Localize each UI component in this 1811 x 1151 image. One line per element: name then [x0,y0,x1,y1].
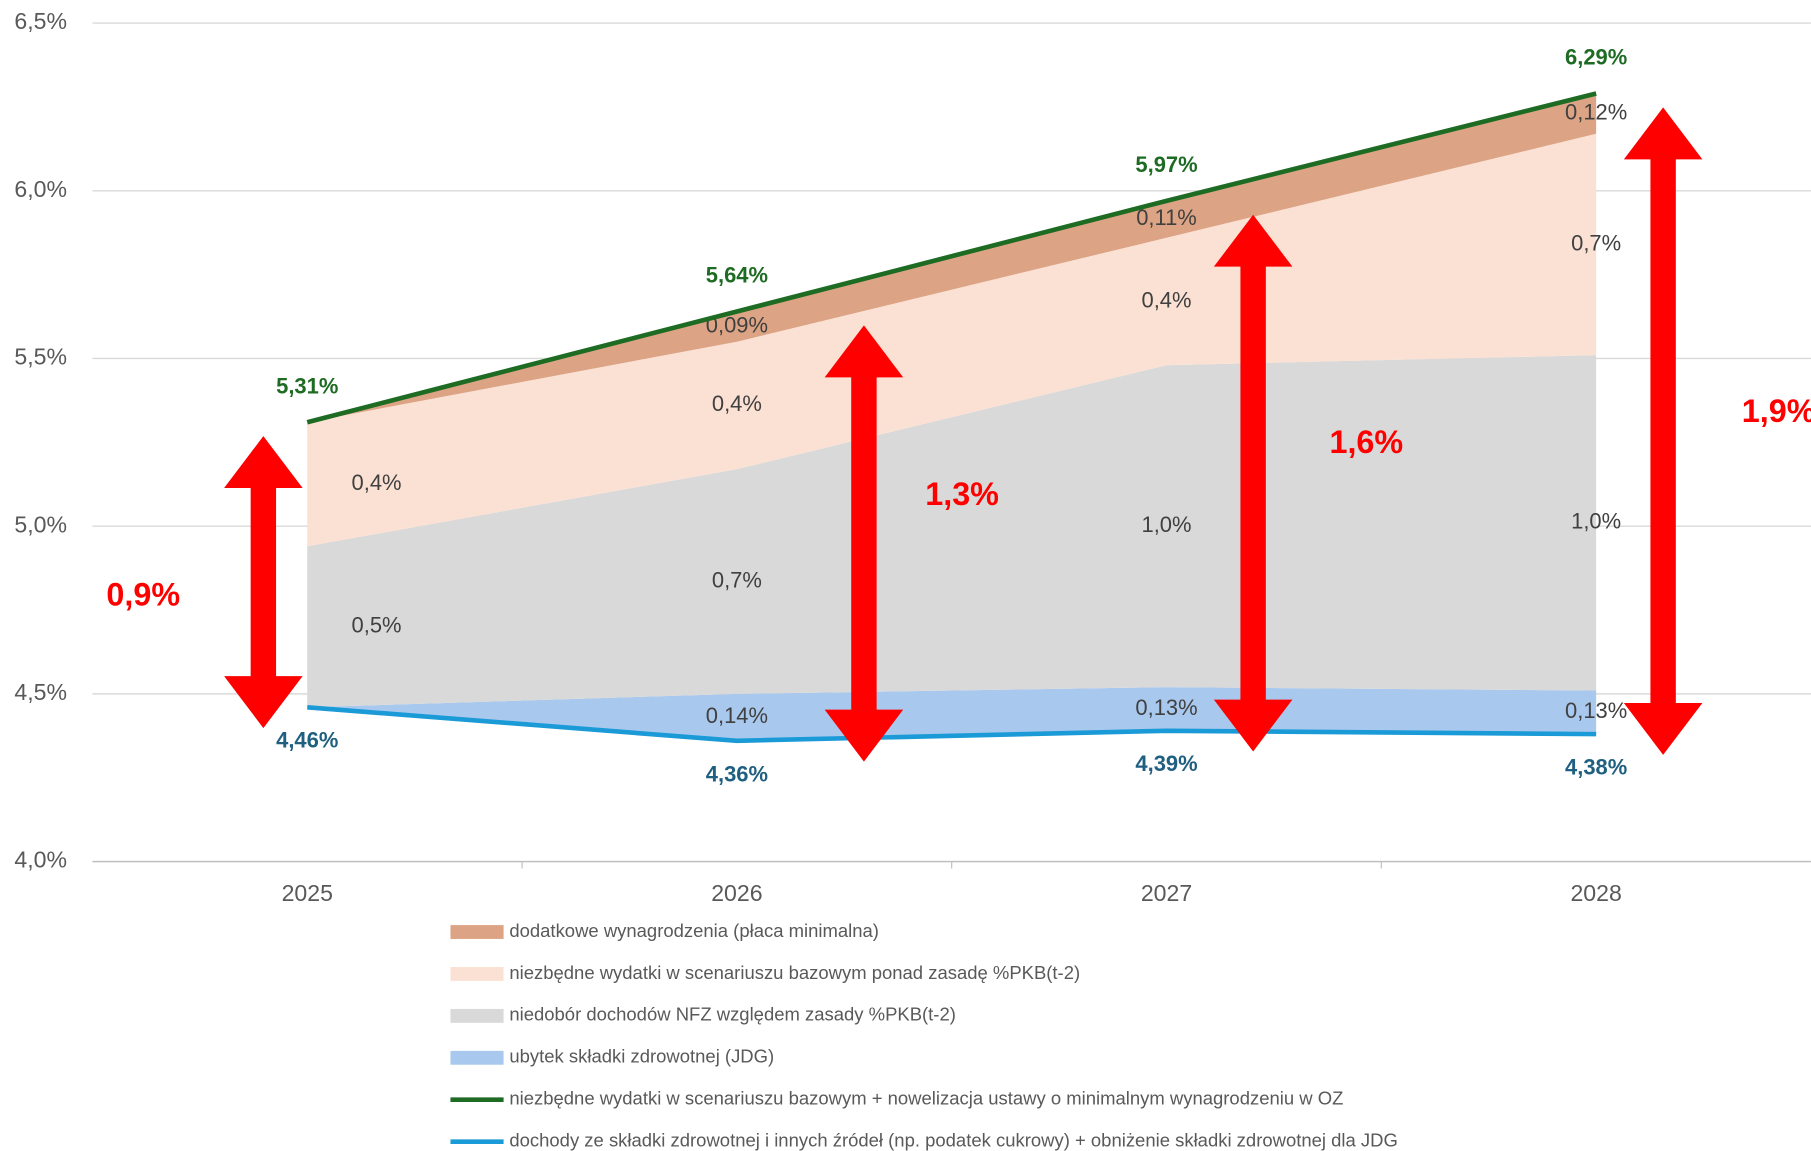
annotation: 1,3% [925,476,999,512]
legend-swatch [450,925,504,939]
legend-label: niezbędne wydatki w scenariuszu bazowym … [509,962,1080,983]
legend-label: niezbędne wydatki w scenariuszu bazowym … [509,1088,1343,1109]
point-label: 4,38% [1565,755,1627,780]
x-tick-label: 2028 [1570,880,1621,906]
legend-swatch [450,1050,504,1065]
area [307,355,1597,708]
data-label: 0,7% [1571,230,1621,255]
legend-label: dochody ze składki zdrowotnej i innych ź… [509,1130,1398,1151]
area [307,133,1597,547]
x-tick-label: 2025 [282,880,333,906]
point-label: 6,29% [1565,45,1627,70]
data-label: 1,0% [1571,509,1621,534]
arrow [1623,107,1703,755]
data-label: 0,4% [712,391,762,416]
legend-label: dodatkowe wynagrodzenia (płaca minimalna… [509,920,879,941]
data-label: 0,12% [1565,99,1627,124]
line [306,91,1597,425]
point-label: 4,36% [706,761,768,786]
arrow [1213,214,1293,752]
data-label: 1,0% [1142,512,1192,537]
legend-swatch [450,1008,504,1023]
y-tick-label: 4,0% [14,847,67,873]
arrow [224,436,303,729]
data-label: 0,13% [1565,698,1627,723]
legend-swatch [450,967,504,981]
data-label: 0,5% [352,613,402,638]
data-label: 0,14% [706,703,768,728]
point-label: 5,64% [706,263,768,288]
arrow [824,325,904,762]
legend-label: ubytek składki zdrowotnej (JDG) [509,1046,774,1067]
data-label: 0,7% [712,567,762,592]
point-label: 5,31% [276,373,338,398]
point-label: 4,46% [276,728,338,753]
data-label: 0,13% [1135,695,1197,720]
legend-label: niedobór dochodów NFZ względem zasady %P… [509,1004,956,1025]
annotation: 1,6% [1329,424,1403,460]
y-tick-label: 6,5% [14,8,67,34]
y-tick-label: 5,0% [14,511,67,537]
line [307,704,1597,744]
annotation: 1,9% [1742,393,1811,429]
data-label: 0,4% [352,470,402,495]
data-label: 0,11% [1136,205,1197,230]
x-tick-label: 2027 [1141,880,1192,906]
annotation: 0,9% [106,577,180,613]
y-tick-label: 5,5% [14,344,67,370]
point-label: 4,39% [1135,751,1197,776]
y-tick-label: 6,0% [14,176,67,202]
y-tick-label: 4,5% [14,679,67,705]
point-label: 5,97% [1135,152,1197,177]
data-label: 0,4% [1142,287,1192,312]
x-tick-label: 2026 [711,880,762,906]
